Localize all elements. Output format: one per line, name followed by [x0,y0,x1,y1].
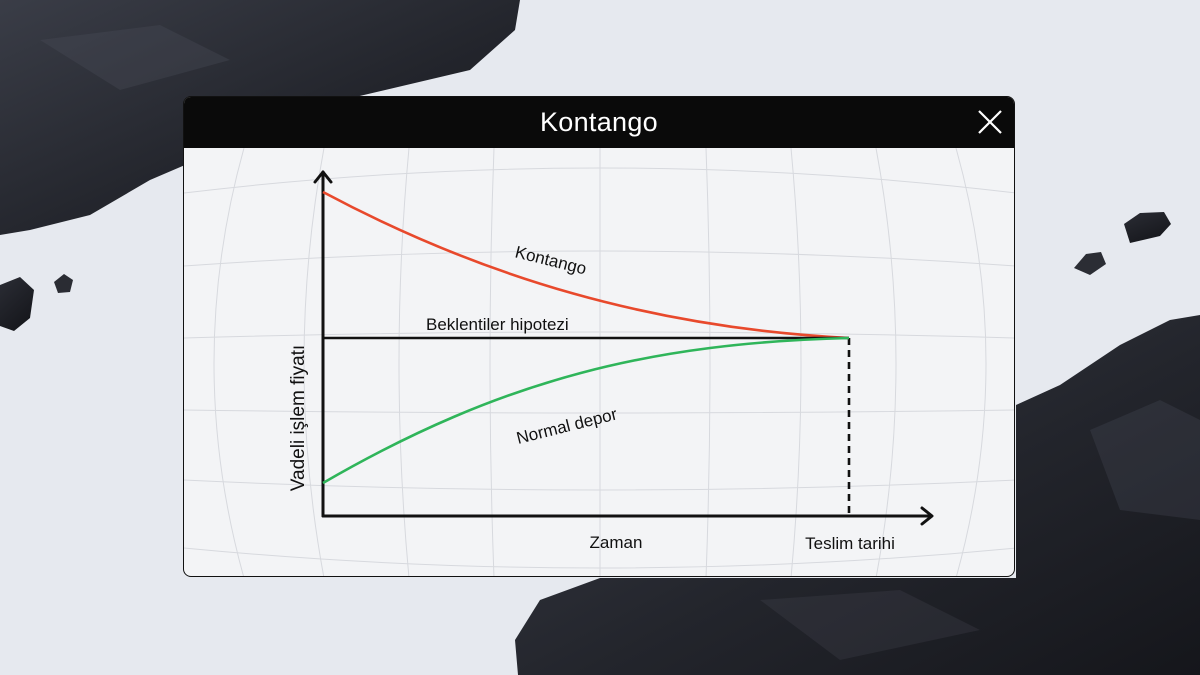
backwardation-curve [322,336,850,485]
kontango-window: Kontango [183,96,1015,577]
title-bar: Kontango [184,97,1014,148]
rock-tiny-left [54,274,73,293]
x-axis-arrow [920,506,934,526]
y-axis-label: Vadeli işlem fiyatı [288,345,309,491]
axes [313,170,934,526]
expectation-label: Beklentiler hipotezi [426,315,569,334]
backwardation-label: Normal depor [515,404,620,447]
rock-small-left [0,277,34,331]
rock-bottom-right [515,315,1200,675]
y-axis-arrow [313,170,333,184]
rock-small-right-1 [1124,212,1171,243]
x-axis-label: Zaman [590,533,643,552]
contango-label: Kontango [513,242,588,278]
delivery-date-label: Teslim tarihi [805,534,895,553]
close-button[interactable] [974,106,1006,138]
contango-curve [322,190,850,340]
contango-diagram: Kontango Beklentiler hipotezi Normal dep… [184,148,1014,576]
background-grid [184,148,1014,576]
rock-small-right-2 [1074,252,1106,275]
window-title: Kontango [539,107,658,137]
close-icon [978,110,1002,134]
